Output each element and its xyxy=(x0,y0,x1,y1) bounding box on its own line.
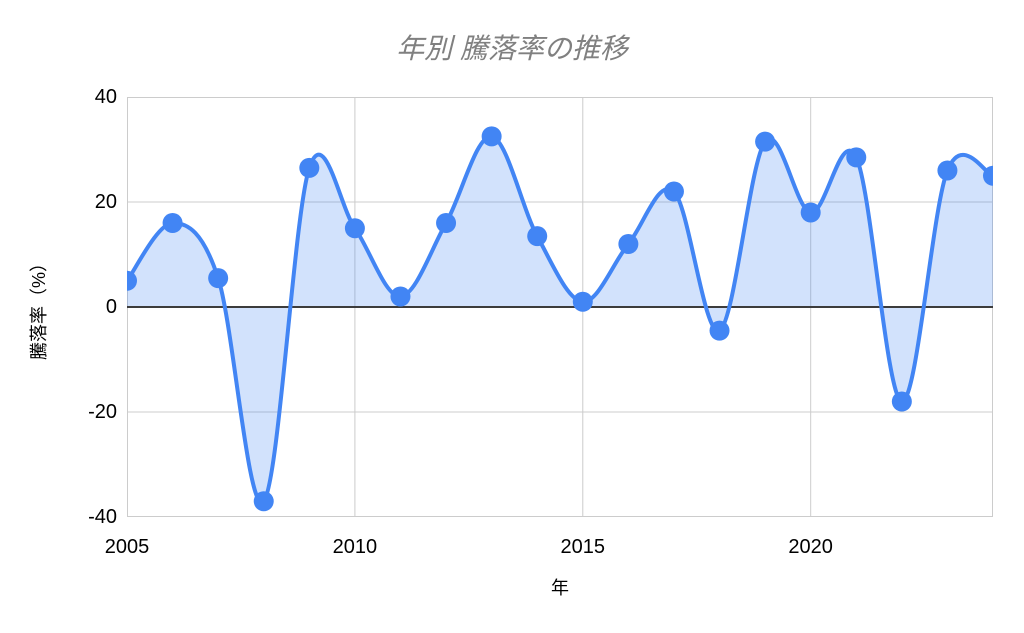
data-point-marker xyxy=(162,213,183,233)
plot-area xyxy=(127,97,993,517)
series-area-fill xyxy=(127,136,993,503)
data-point-marker xyxy=(390,286,411,307)
data-point-marker xyxy=(127,270,137,291)
x-axis-title: 年 xyxy=(551,578,569,598)
x-tick-label: 2005 xyxy=(104,536,150,558)
data-point-marker xyxy=(618,234,639,254)
y-tick-label: 0 xyxy=(105,296,117,318)
data-point-marker xyxy=(709,320,730,341)
data-point-marker xyxy=(436,213,457,233)
x-tick-label: 2020 xyxy=(788,536,833,558)
chart-title: 年別 騰落率の推移 xyxy=(396,33,628,64)
data-point-marker xyxy=(299,157,320,178)
data-point-marker xyxy=(527,226,548,247)
data-point-marker xyxy=(755,131,776,152)
data-point-marker xyxy=(891,391,912,412)
x-tick-label: 2010 xyxy=(332,536,378,558)
data-point-marker xyxy=(800,202,821,223)
data-point-marker xyxy=(253,491,274,512)
series-line xyxy=(127,134,993,505)
data-point-marker xyxy=(983,165,993,186)
data-point-marker xyxy=(937,160,958,181)
y-tick-label: 40 xyxy=(94,86,117,108)
data-point-marker xyxy=(344,218,365,239)
data-point-marker xyxy=(846,147,867,168)
y-tick-label: -40 xyxy=(88,506,117,528)
x-tick-label: 2015 xyxy=(560,536,606,558)
y-tick-label: -20 xyxy=(88,401,117,423)
data-point-marker xyxy=(663,181,684,202)
data-point-marker xyxy=(572,291,593,312)
y-tick-label: 20 xyxy=(94,191,117,213)
data-point-marker xyxy=(208,268,229,289)
data-point-marker xyxy=(481,126,502,147)
